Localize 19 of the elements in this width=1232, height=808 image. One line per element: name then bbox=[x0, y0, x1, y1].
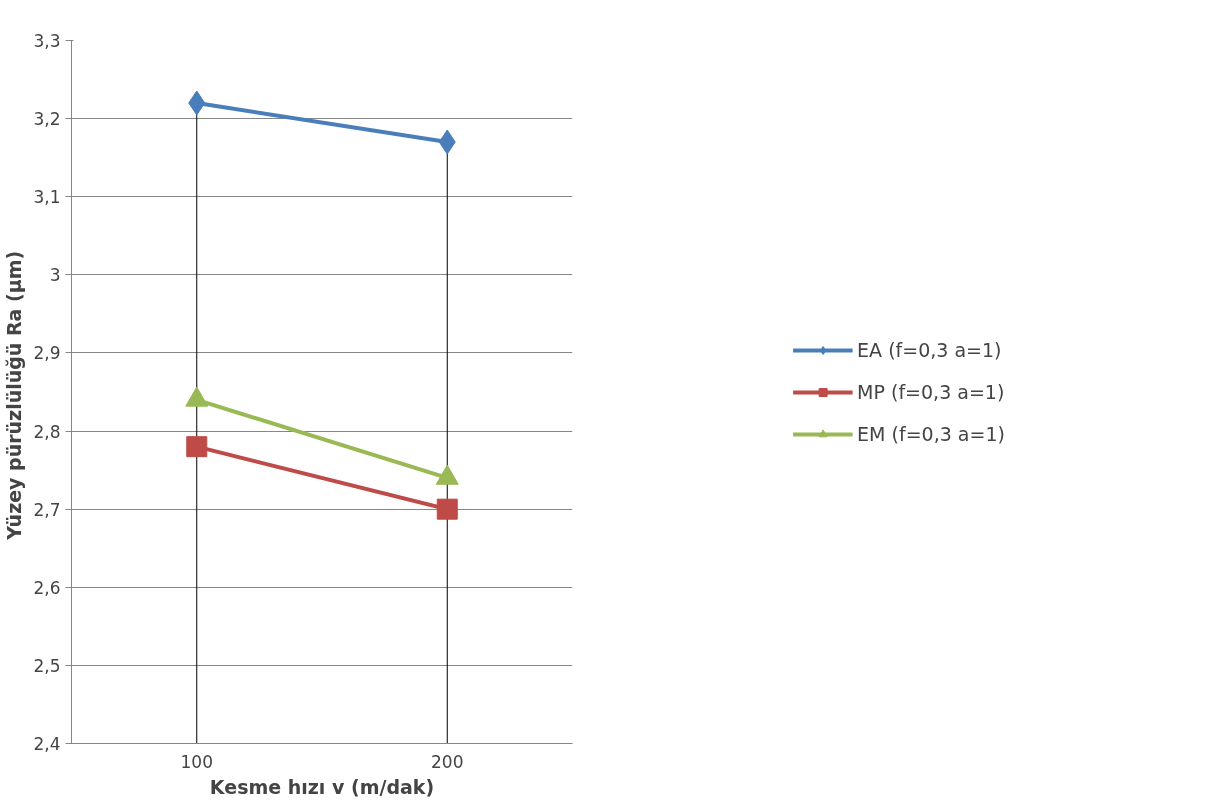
x-axis-title: Kesme hızı v (m/dak) bbox=[209, 775, 435, 798]
point bbox=[186, 436, 208, 458]
y-tick-label: 3 bbox=[49, 265, 61, 286]
legend-label: EM (f=0,3 a=1) bbox=[857, 422, 1005, 445]
legend-label: MP (f=0,3 a=1) bbox=[857, 380, 1005, 403]
y-tick-label: 2,7 bbox=[33, 499, 61, 520]
y-tick-label: 2,5 bbox=[33, 655, 61, 676]
y-axis-title: Yüzey pürüzlülüğü Ra (µm) bbox=[3, 250, 26, 541]
point bbox=[436, 498, 458, 520]
y-tick-label: 2,6 bbox=[33, 577, 61, 598]
y-tick-label: 2,9 bbox=[33, 343, 61, 364]
legend-label: EA (f=0,3 a=1) bbox=[857, 338, 1002, 361]
y-tick-label: 3,1 bbox=[33, 187, 61, 208]
x-tick-label: 200 bbox=[431, 751, 464, 772]
y-tick-label: 2,4 bbox=[33, 734, 61, 754]
y-tick-label: 3,2 bbox=[33, 109, 61, 130]
y-tick-label: 2,8 bbox=[33, 421, 61, 442]
y-tick-label: 3,3 bbox=[33, 31, 61, 51]
x-tick-label: 100 bbox=[180, 751, 213, 772]
